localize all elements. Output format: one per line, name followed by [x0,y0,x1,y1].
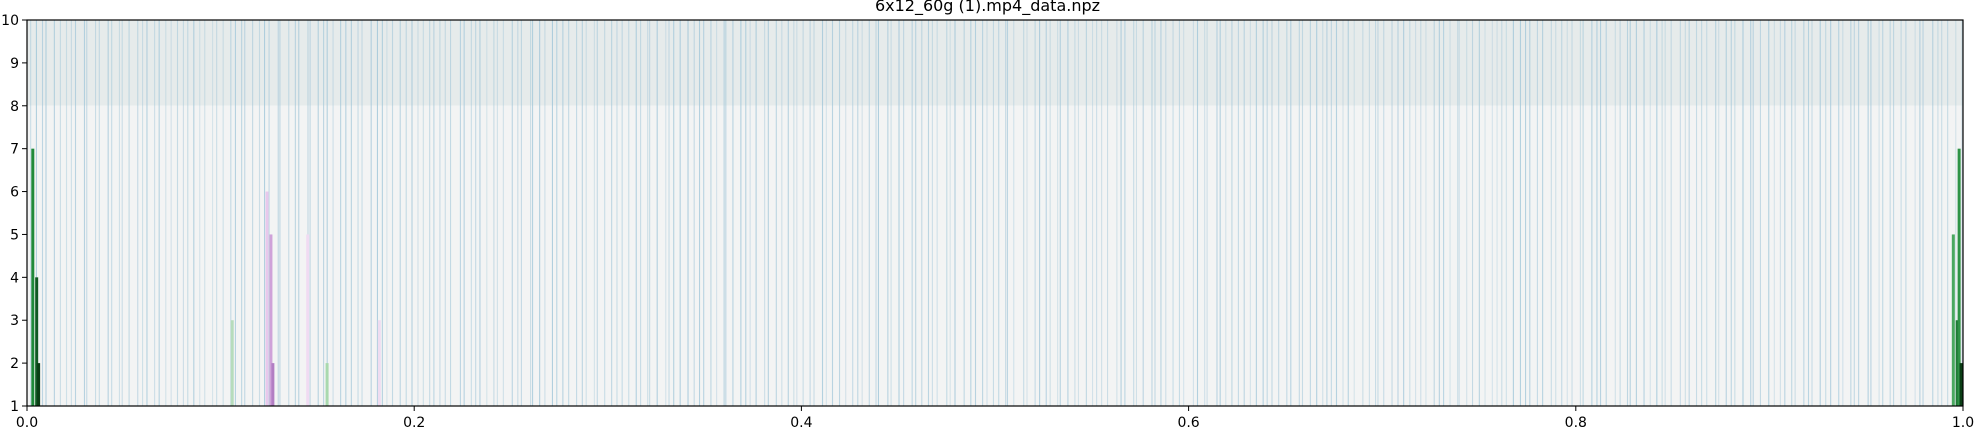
y-tick-label: 6 [10,185,19,201]
highlight-bar-2 [37,363,41,406]
highlight-bar-9 [377,320,381,406]
plot-background [27,20,1963,407]
y-tick-label: 7 [10,142,19,158]
highlight-layer [31,148,1963,406]
y-tick-label: 4 [10,270,19,286]
y-tick-label: 1 [10,399,19,415]
highlight-bar-10 [1951,234,1955,406]
highlight-bar-13 [1959,363,1963,406]
x-tick-label: 0.0 [16,415,38,429]
highlight-bar-0 [31,148,35,406]
y-tick-label: 2 [10,356,19,372]
x-tick-label: 0.6 [1177,415,1199,429]
y-axis: 1 2 3 4 5 6 7 8 9 10 [1,13,27,415]
plot-frame [26,19,1964,407]
y-tick-label: 5 [10,227,19,243]
highlight-bar-6 [271,363,275,406]
stripe-layer [30,20,1963,406]
highlight-bar-4 [265,191,269,406]
highlight-bar-3 [230,320,234,406]
x-tick-label: 1.0 [1952,415,1974,429]
y-tick-label: 8 [10,99,19,115]
highlight-bar-1 [35,277,39,406]
highlight-bar-8 [325,363,329,406]
x-tick-label: 0.8 [1565,415,1587,429]
highlight-bar-5 [269,234,273,406]
highlight-bar-12 [1957,148,1961,406]
y-tick-label: 9 [10,56,19,72]
highlight-bar-7 [306,234,310,406]
x-axis: 0.0 0.2 0.4 0.6 0.8 1.0 [16,406,1974,429]
chart-title: 6x12_60g (1).mp4_data.npz [874,0,1101,15]
background-band-0 [27,20,1963,106]
y-tick-label: 10 [1,13,19,29]
highlight-bar-11 [1955,320,1959,406]
x-tick-label: 0.2 [403,415,425,429]
x-tick-label: 0.4 [790,415,812,429]
y-tick-label: 3 [10,313,19,329]
background-band-1 [27,105,1963,407]
